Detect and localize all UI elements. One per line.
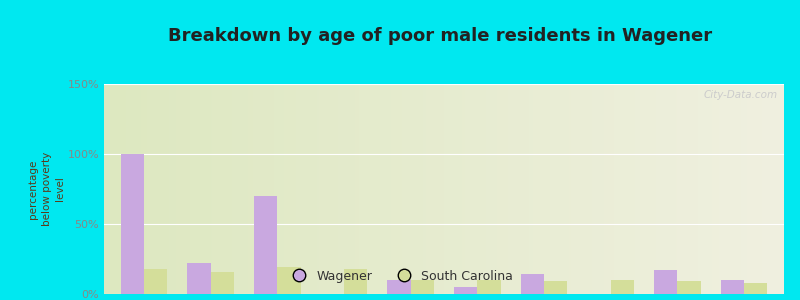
Bar [610,280,634,294]
Bar [654,270,678,294]
Text: Breakdown by age of poor male residents in Wagener: Breakdown by age of poor male residents … [168,27,712,45]
Bar [410,280,434,294]
Bar [521,274,544,294]
Bar [544,281,567,294]
Bar [278,267,301,294]
Legend: Wagener, South Carolina: Wagener, South Carolina [282,265,518,288]
Bar [454,287,478,294]
Bar [254,196,278,294]
Bar [344,269,367,294]
Bar [210,272,234,294]
Y-axis label: percentage
below poverty
level: percentage below poverty level [28,152,65,226]
Bar [478,280,501,294]
Bar [387,280,410,294]
Bar [144,269,167,294]
Bar [744,283,767,294]
Bar [721,280,744,294]
Bar [121,154,144,294]
Text: City-Data.com: City-Data.com [703,90,778,100]
Bar [678,281,701,294]
Bar [187,263,210,294]
